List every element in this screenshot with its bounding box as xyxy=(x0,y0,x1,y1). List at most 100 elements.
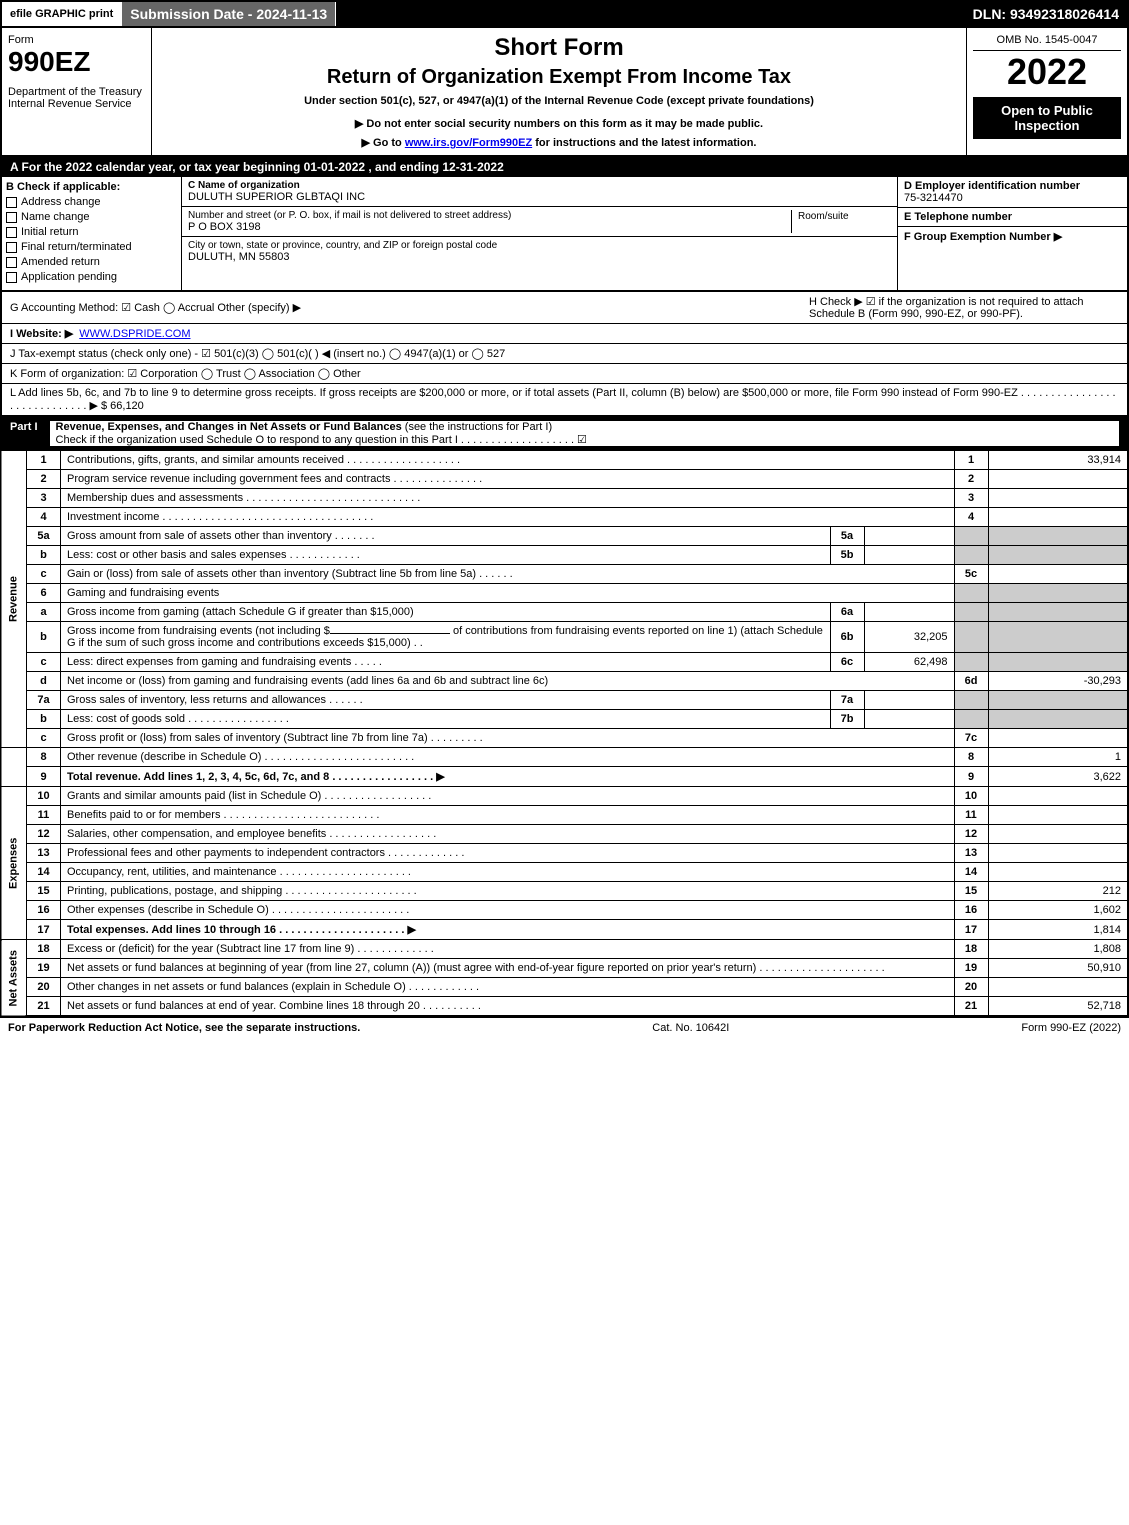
short-form-title: Short Form xyxy=(158,34,960,62)
row-j-tax-exempt: J Tax-exempt status (check only one) - ☑… xyxy=(2,344,1127,364)
line-6b: bGross income from fundraising events (n… xyxy=(1,622,1128,653)
line-19: 19Net assets or fund balances at beginni… xyxy=(1,959,1128,978)
label-address-change: Address change xyxy=(21,196,101,208)
part-i-header: Part I Revenue, Expenses, and Changes in… xyxy=(0,417,1129,450)
dln: DLN: 93492318026414 xyxy=(965,2,1127,26)
form-title: Return of Organization Exempt From Incom… xyxy=(158,66,960,89)
section-bcdef: B Check if applicable: Address change Na… xyxy=(0,177,1129,292)
label-initial-return: Initial return xyxy=(21,226,78,238)
open-to-public: Open to Public Inspection xyxy=(973,97,1121,139)
row-g-h: G Accounting Method: ☑ Cash ◯ Accrual Ot… xyxy=(2,292,1127,324)
row-k-form-org: K Form of organization: ☑ Corporation ◯ … xyxy=(2,364,1127,384)
goto-pre: ▶ Go to xyxy=(362,137,405,149)
tax-year: 2022 xyxy=(973,51,1121,93)
row-a-calendar-year: A For the 2022 calendar year, or tax yea… xyxy=(0,157,1129,177)
meta-rows: G Accounting Method: ☑ Cash ◯ Accrual Ot… xyxy=(0,292,1129,417)
checkbox-address-change[interactable] xyxy=(6,197,17,208)
g-accounting-method: G Accounting Method: ☑ Cash ◯ Accrual Ot… xyxy=(10,301,803,314)
part-i-checknote: Check if the organization used Schedule … xyxy=(56,434,587,446)
col-b-checkboxes: B Check if applicable: Address change Na… xyxy=(2,177,182,290)
checkbox-amended-return[interactable] xyxy=(6,257,17,268)
org-name-label: C Name of organization xyxy=(188,180,891,191)
i-label: I Website: ▶ xyxy=(10,327,73,340)
line-7a: 7aGross sales of inventory, less returns… xyxy=(1,691,1128,710)
line-1: Revenue 1Contributions, gifts, grants, a… xyxy=(1,451,1128,470)
header-right: OMB No. 1545-0047 2022 Open to Public In… xyxy=(967,28,1127,155)
h-schedule-b: H Check ▶ ☑ if the organization is not r… xyxy=(809,295,1119,320)
line-3: 3Membership dues and assessments . . . .… xyxy=(1,489,1128,508)
header-mid: Short Form Return of Organization Exempt… xyxy=(152,28,967,155)
line-13: 13Professional fees and other payments t… xyxy=(1,844,1128,863)
under-section: Under section 501(c), 527, or 4947(a)(1)… xyxy=(158,95,960,107)
line-11: 11Benefits paid to or for members . . . … xyxy=(1,806,1128,825)
omb-number: OMB No. 1545-0047 xyxy=(973,34,1121,51)
footer-catno: Cat. No. 10642I xyxy=(360,1022,1021,1034)
part-i-label: Part I xyxy=(10,421,38,446)
line-4: 4Investment income . . . . . . . . . . .… xyxy=(1,508,1128,527)
room-label: Room/suite xyxy=(798,211,849,222)
goto-instructions: ▶ Go to www.irs.gov/Form990EZ for instru… xyxy=(158,136,960,149)
line-20: 20Other changes in net assets or fund ba… xyxy=(1,978,1128,997)
row-i-website: I Website: ▶ WWW.DSPRIDE.COM xyxy=(2,324,1127,344)
city-value: DULUTH, MN 55803 xyxy=(188,251,891,263)
submission-date: Submission Date - 2024-11-13 xyxy=(122,2,336,26)
department: Department of the Treasury Internal Reve… xyxy=(8,86,145,110)
ein-label: D Employer identification number xyxy=(904,180,1121,192)
ein-value: 75-3214470 xyxy=(904,192,1121,204)
website-link[interactable]: WWW.DSPRIDE.COM xyxy=(79,328,190,340)
line-17: 17Total expenses. Add lines 10 through 1… xyxy=(1,920,1128,940)
col-d-ids: D Employer identification number 75-3214… xyxy=(897,177,1127,290)
do-not-enter: ▶ Do not enter social security numbers o… xyxy=(158,117,960,130)
form-number: 990EZ xyxy=(8,46,145,78)
contrib-blank xyxy=(330,633,450,634)
page-footer: For Paperwork Reduction Act Notice, see … xyxy=(0,1017,1129,1038)
org-name-value: DULUTH SUPERIOR GLBTAQI INC xyxy=(188,191,891,203)
group-exemption-label: F Group Exemption Number ▶ xyxy=(904,230,1121,243)
form-header: Form 990EZ Department of the Treasury In… xyxy=(0,28,1129,157)
form-word: Form xyxy=(8,34,145,46)
checkbox-application-pending[interactable] xyxy=(6,272,17,283)
header-left: Form 990EZ Department of the Treasury In… xyxy=(2,28,152,155)
checkbox-final-return[interactable] xyxy=(6,242,17,253)
line-6c: cLess: direct expenses from gaming and f… xyxy=(1,653,1128,672)
line-6a: aGross income from gaming (attach Schedu… xyxy=(1,603,1128,622)
checkbox-initial-return[interactable] xyxy=(6,227,17,238)
line-7b: bLess: cost of goods sold . . . . . . . … xyxy=(1,710,1128,729)
topbar: efile GRAPHIC print Submission Date - 20… xyxy=(0,0,1129,28)
line-21: 21Net assets or fund balances at end of … xyxy=(1,997,1128,1017)
col-b-header: B Check if applicable: xyxy=(6,181,177,193)
part-i-title: Revenue, Expenses, and Changes in Net As… xyxy=(50,421,1119,446)
goto-post: for instructions and the latest informat… xyxy=(532,137,756,149)
lines-table: Revenue 1Contributions, gifts, grants, a… xyxy=(0,450,1129,1017)
label-amended-return: Amended return xyxy=(21,256,100,268)
telephone-label: E Telephone number xyxy=(904,211,1121,223)
street-label: Number and street (or P. O. box, if mail… xyxy=(188,210,791,221)
line-15: 15Printing, publications, postage, and s… xyxy=(1,882,1128,901)
label-application-pending: Application pending xyxy=(21,271,117,283)
sidelabel-revenue: Revenue xyxy=(1,451,27,748)
line-2: 2Program service revenue including gover… xyxy=(1,470,1128,489)
row-l-gross-receipts: L Add lines 5b, 6c, and 7b to line 9 to … xyxy=(2,384,1127,415)
line-9: 9Total revenue. Add lines 1, 2, 3, 4, 5c… xyxy=(1,767,1128,787)
line-18: Net Assets 18Excess or (deficit) for the… xyxy=(1,940,1128,959)
line-5a: 5aGross amount from sale of assets other… xyxy=(1,527,1128,546)
line-16: 16Other expenses (describe in Schedule O… xyxy=(1,901,1128,920)
line-12: 12Salaries, other compensation, and empl… xyxy=(1,825,1128,844)
street-value: P O BOX 3198 xyxy=(188,221,791,233)
checkbox-name-change[interactable] xyxy=(6,212,17,223)
efile-label: efile GRAPHIC print xyxy=(2,2,122,26)
col-c-org-info: C Name of organization DULUTH SUPERIOR G… xyxy=(182,177,897,290)
irs-link[interactable]: www.irs.gov/Form990EZ xyxy=(405,137,532,149)
sidelabel-netassets: Net Assets xyxy=(1,940,27,1017)
label-final-return: Final return/terminated xyxy=(21,241,132,253)
sidelabel-expenses: Expenses xyxy=(1,787,27,940)
label-name-change: Name change xyxy=(21,211,90,223)
line-8: 8Other revenue (describe in Schedule O) … xyxy=(1,748,1128,767)
line-5c: cGain or (loss) from sale of assets othe… xyxy=(1,565,1128,584)
line-6d: dNet income or (loss) from gaming and fu… xyxy=(1,672,1128,691)
line-5b: bLess: cost or other basis and sales exp… xyxy=(1,546,1128,565)
city-label: City or town, state or province, country… xyxy=(188,240,891,251)
line-14: 14Occupancy, rent, utilities, and mainte… xyxy=(1,863,1128,882)
line-6: 6Gaming and fundraising events xyxy=(1,584,1128,603)
line-10: Expenses 10Grants and similar amounts pa… xyxy=(1,787,1128,806)
